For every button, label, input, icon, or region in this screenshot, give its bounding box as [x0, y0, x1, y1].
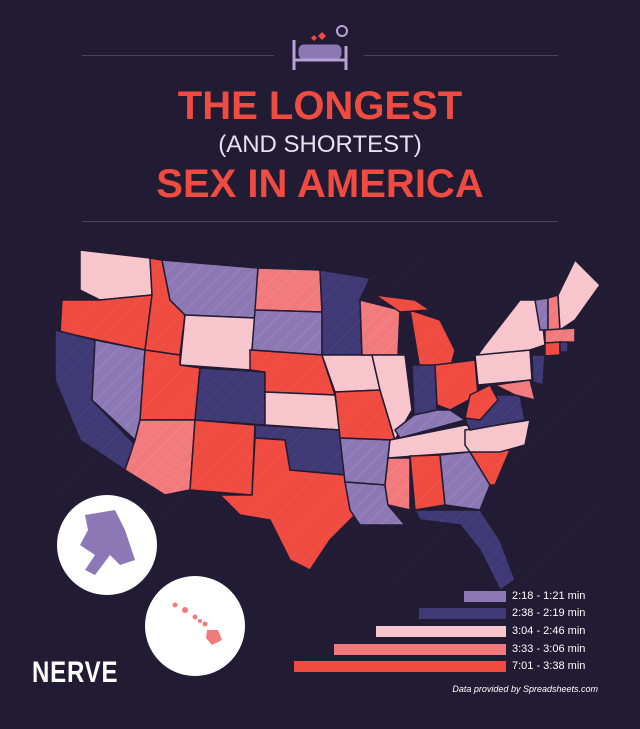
alaska-inset	[57, 495, 157, 595]
legend-label-3: 3:04 - 2:46 min	[512, 625, 586, 637]
state-maine	[557, 258, 601, 332]
state-pennsylvania	[474, 349, 533, 386]
title-line1: THE LONGEST	[177, 84, 463, 128]
legend-label-4: 3:33 - 3:06 min	[512, 643, 586, 655]
state-new-york	[476, 299, 546, 356]
state-colorado	[194, 367, 266, 426]
state-indiana	[411, 364, 438, 416]
state-alaska	[80, 510, 135, 575]
state-massachusetts	[544, 327, 576, 344]
state-washington	[79, 249, 153, 301]
data-credit: Data provided by Spreadsheets.com	[452, 684, 598, 694]
state-arkansas	[339, 437, 391, 486]
state-alabama	[409, 454, 446, 511]
state-new-jersey	[531, 354, 546, 386]
title-rule	[82, 221, 558, 222]
state-michigan	[409, 308, 456, 371]
credit-prefix: Data provided by	[452, 684, 523, 694]
bed-icon	[292, 25, 348, 70]
nerve-logo: NERVE	[32, 656, 119, 689]
header-rule-right	[364, 55, 558, 56]
legend-label-1: 2:18 - 1:21 min	[512, 590, 586, 602]
credit-source: Spreadsheets.com	[522, 684, 598, 694]
hawaii-inset	[145, 576, 245, 676]
state-wyoming	[179, 314, 256, 371]
state-new-mexico	[189, 419, 256, 496]
state-hawaii	[172, 602, 222, 645]
legend-label-2: 2:38 - 2:19 min	[512, 607, 586, 619]
state-north-dakota	[254, 267, 323, 313]
header-rule-left	[82, 55, 274, 56]
legend-bars	[294, 591, 506, 672]
state-kansas	[264, 391, 341, 431]
title-line2: (AND SHORTEST)	[218, 131, 422, 158]
state-mississippi	[384, 457, 411, 511]
title-line3: SEX IN AMERICA	[156, 162, 484, 206]
state-south-dakota	[251, 309, 323, 356]
legend-label-5: 7:01 - 3:38 min	[512, 660, 586, 672]
state-florida	[413, 509, 516, 592]
state-connecticut	[544, 341, 561, 357]
state-rhode-island	[559, 341, 569, 353]
